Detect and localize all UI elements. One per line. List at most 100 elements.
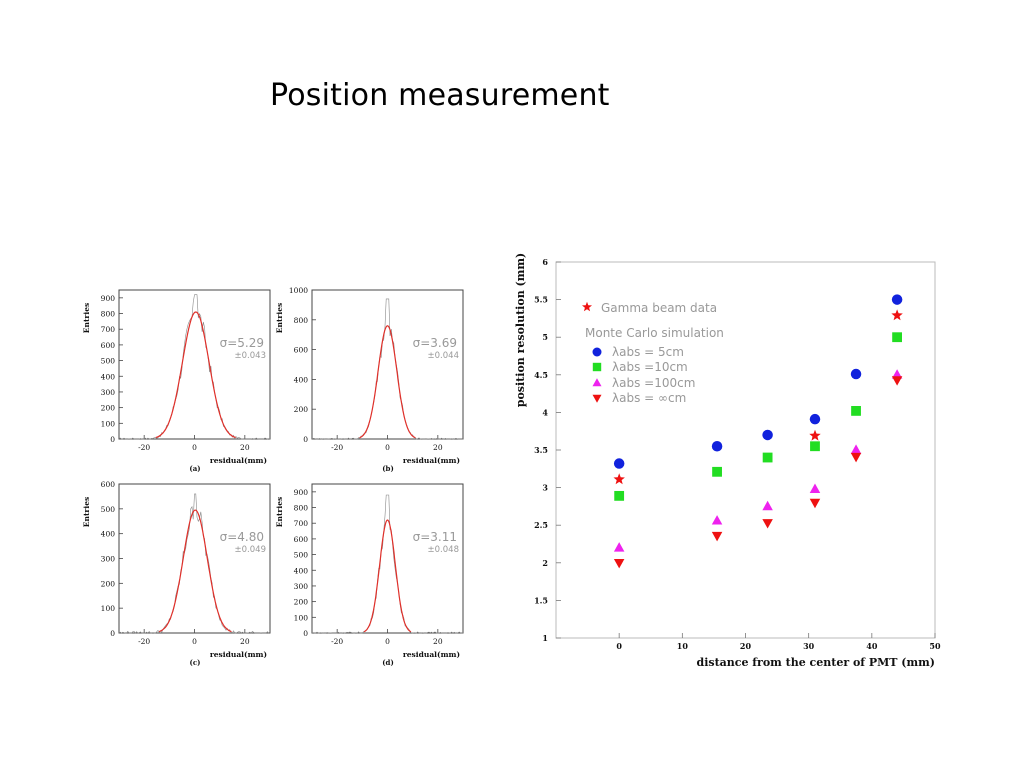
data-point [762, 429, 773, 441]
histogram-data [311, 494, 464, 634]
y-tick-label: 2.5 [534, 520, 548, 530]
histogram-data [119, 294, 271, 440]
panel-label: (a) [189, 464, 200, 473]
data-point [613, 542, 625, 552]
x-tick-label: -20 [138, 443, 150, 452]
y-tick-label: 1.5 [534, 595, 548, 605]
data-point [614, 490, 625, 501]
y-tick-label: 400 [101, 530, 116, 539]
data-series [613, 369, 903, 552]
legend: Gamma beam data Monte Carlo simulation λab… [582, 301, 724, 405]
x-axis-label: distance from the center of PMT (mm) [697, 656, 935, 669]
gaussian-fit-curve [155, 311, 236, 439]
y-tick-label: 200 [101, 404, 116, 413]
y-tick-label: 600 [294, 346, 309, 355]
y-tick-label: 0 [303, 435, 308, 444]
y-tick-label: 100 [101, 604, 116, 613]
data-point [809, 413, 821, 425]
y-tick-label: 500 [294, 551, 309, 560]
x-axis-label: residual(mm) [403, 456, 460, 465]
data-point [809, 429, 821, 441]
x-tick-label: 0 [616, 641, 622, 651]
x-tick-label: 20 [740, 641, 752, 651]
legend-marker [592, 378, 602, 387]
y-axis-label: position resolution (mm) [514, 253, 527, 407]
legend-label: λabs = 5cm [612, 345, 684, 359]
histogram-panel: 0 100 200 300 400 500 600 -20 0 20 σ=4.80±0.049 Ent… [82, 480, 271, 667]
y-tick-label: 600 [294, 535, 309, 544]
panel-label: (b) [382, 464, 394, 473]
y-tick-label: 500 [101, 505, 116, 514]
histogram-panel: 0 100 200 300 400 500 600 700 800 900 -20 0 20 σ=3.11… [275, 483, 464, 667]
data-point [850, 444, 862, 454]
plot-frame [555, 261, 936, 639]
y-tick-label: 900 [101, 294, 116, 303]
x-tick-label: 20 [240, 637, 250, 646]
y-tick-label: 4 [542, 407, 548, 417]
data-point [891, 294, 903, 305]
y-tick-label: 2 [542, 558, 548, 568]
y-tick-label: 400 [294, 566, 309, 575]
y-tick-label: 800 [101, 310, 116, 319]
y-tick-label: 5 [542, 332, 548, 342]
y-tick-label: 800 [294, 504, 309, 513]
x-tick-label: -20 [331, 443, 343, 452]
legend-marker [592, 362, 602, 372]
data-point [613, 458, 625, 469]
x-tick-label: 0 [385, 637, 390, 646]
panel-label: (c) [190, 658, 201, 667]
y-axis-label: Entries [82, 303, 91, 333]
x-axis-label: residual(mm) [403, 650, 460, 659]
sigma-value: σ=5.29 [220, 336, 264, 350]
y-tick-label: 900 [294, 488, 309, 497]
y-tick-label: 800 [294, 316, 309, 325]
gaussian-fit-curve [363, 519, 412, 633]
data-point [711, 440, 723, 452]
gaussian-fit-curve [158, 509, 232, 633]
histogram-data [311, 298, 463, 440]
y-tick-label: 0 [303, 629, 308, 638]
x-tick-label: 30 [803, 641, 815, 651]
histogram-data [118, 493, 271, 634]
y-tick-label: 300 [294, 582, 309, 591]
y-tick-label: 100 [101, 419, 116, 428]
y-axis-label: Entries [275, 497, 284, 527]
y-tick-label: 1 [542, 633, 548, 643]
x-tick-label: -20 [138, 637, 150, 646]
data-series [614, 332, 902, 501]
x-tick-label: 20 [433, 637, 443, 646]
data-point [850, 452, 862, 463]
x-axis-label: residual(mm) [210, 456, 267, 465]
data-point [711, 515, 723, 525]
slide-title: Position measurement [270, 78, 610, 113]
histogram-panel: 0 100 200 300 400 500 600 700 800 900 -20 0 20 σ=5.29… [82, 289, 271, 473]
legend-label: λabs =10cm [612, 360, 688, 374]
y-tick-label: 600 [101, 480, 116, 489]
y-tick-label: 200 [294, 598, 309, 607]
y-tick-label: 0 [110, 629, 115, 638]
panel-label: (d) [382, 658, 394, 667]
data-point [809, 483, 821, 493]
x-tick-label: 40 [866, 641, 878, 651]
gaussian-fit-curve [359, 325, 416, 439]
legend-note: Monte Carlo simulation [585, 326, 724, 340]
sigma-error: ±0.049 [235, 545, 266, 555]
y-axis-label: Entries [82, 497, 91, 527]
data-point [891, 376, 903, 386]
y-tick-label: 200 [294, 405, 309, 414]
data-series [613, 309, 903, 485]
legend-label: Gamma beam data [601, 301, 717, 315]
x-tick-label: 0 [192, 637, 197, 646]
data-point [851, 405, 861, 416]
sigma-error: ±0.048 [428, 545, 459, 555]
y-tick-label: 300 [101, 555, 116, 564]
data-series [613, 376, 903, 569]
y-tick-label: 700 [294, 519, 309, 528]
scatter-plot-area: 1 1.5 2 2.5 3 3.5 4 4.5 5 5.5 6 0 10 20 30 40 50 position… [514, 253, 941, 669]
y-tick-label: 5.5 [534, 295, 548, 305]
y-tick-label: 100 [294, 613, 309, 622]
data-point [809, 498, 821, 509]
y-tick-label: 200 [101, 579, 116, 588]
